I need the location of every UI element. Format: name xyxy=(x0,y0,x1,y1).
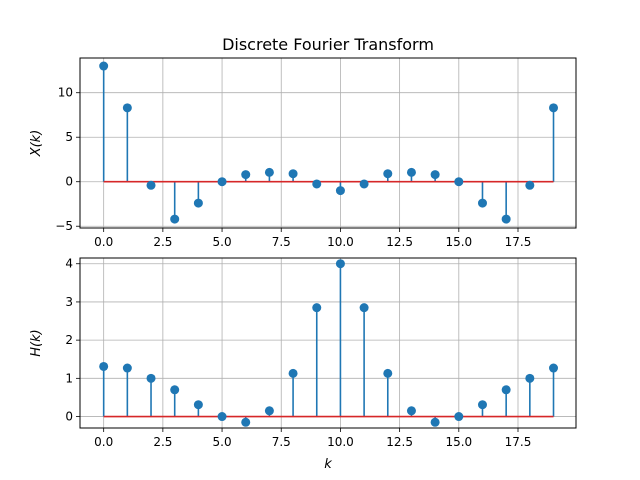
x-tick-label: 2.5 xyxy=(153,235,172,249)
stem-marker xyxy=(383,368,393,378)
stem-marker xyxy=(146,373,156,383)
stem-marker xyxy=(406,167,416,177)
stem-marker xyxy=(454,177,464,187)
stem-marker xyxy=(241,417,251,427)
stem-marker xyxy=(170,214,180,224)
y-tick-label: 1 xyxy=(65,371,73,385)
x-tick-label: 17.5 xyxy=(505,435,532,449)
h-subplot: H(k) k 0.0 2.5 5.0 7.5 10.0 12.5 15.0 17.5 0 1 2 3… xyxy=(29,257,577,472)
x-tick-label: 17.5 xyxy=(505,235,532,249)
stem-marker xyxy=(359,303,369,313)
x-axis-label: k xyxy=(324,457,332,472)
stem-marker xyxy=(193,400,203,410)
stem-marker xyxy=(525,373,535,383)
x-tick-label: 10.0 xyxy=(327,435,354,449)
stem-marker xyxy=(99,61,109,71)
stem-marker xyxy=(430,417,440,427)
stem-marker xyxy=(525,180,535,190)
stem-marker xyxy=(383,169,393,179)
x-tick-label: 2.5 xyxy=(153,435,172,449)
dft-subplot: Discrete Fourier Transform X(k) 0.0 2.5 5.… xyxy=(29,35,577,249)
stem-marker xyxy=(430,170,440,180)
x-tick-label: 10.0 xyxy=(327,235,354,249)
stem-marker xyxy=(193,198,203,208)
stem-marker xyxy=(549,103,559,113)
y-tick-label: 2 xyxy=(65,333,73,347)
x-tick-label: 12.5 xyxy=(386,235,413,249)
stem-marker xyxy=(501,214,511,224)
x-tick-label: 0.0 xyxy=(94,435,113,449)
y-ticks: −5 0 5 10 xyxy=(55,86,80,233)
stem-marker xyxy=(217,177,227,187)
x-ticks: 0.0 2.5 5.0 7.5 10.0 12.5 15.0 17.5 xyxy=(94,228,531,249)
stem-marker xyxy=(288,368,298,378)
x-tick-label: 15.0 xyxy=(445,235,472,249)
x-tick-label: 0.0 xyxy=(94,235,113,249)
y-tick-label: −5 xyxy=(55,219,73,233)
stem-marker xyxy=(312,179,322,189)
y-tick-label: 10 xyxy=(58,86,73,100)
stem-marker xyxy=(122,363,132,373)
chart-title: Discrete Fourier Transform xyxy=(222,35,434,54)
stem-marker xyxy=(99,361,109,371)
stem-marker xyxy=(477,198,487,208)
y-axis-label: X(k) xyxy=(29,130,44,158)
stem-marker xyxy=(335,186,345,196)
stem-marker xyxy=(454,412,464,422)
y-ticks: 0 1 2 3 4 xyxy=(65,257,80,424)
x-tick-label: 15.0 xyxy=(445,435,472,449)
stem-marker xyxy=(217,412,227,422)
y-axis-label: H(k) xyxy=(29,329,44,356)
stem-marker xyxy=(288,169,298,179)
y-tick-label: 0 xyxy=(65,410,73,424)
y-tick-label: 0 xyxy=(65,175,73,189)
x-tick-label: 7.5 xyxy=(272,435,291,449)
stem-marker xyxy=(264,167,274,177)
stem-marker xyxy=(170,385,180,395)
stem-marker xyxy=(359,179,369,189)
stem-marker xyxy=(549,363,559,373)
x-ticks: 0.0 2.5 5.0 7.5 10.0 12.5 15.0 17.5 xyxy=(94,428,531,449)
stem-marker xyxy=(146,180,156,190)
x-tick-label: 5.0 xyxy=(213,235,232,249)
y-tick-label: 4 xyxy=(65,257,73,271)
stems xyxy=(99,259,559,427)
stem-marker xyxy=(264,406,274,416)
y-tick-label: 3 xyxy=(65,295,73,309)
stem-marker xyxy=(477,400,487,410)
stem-marker xyxy=(241,170,251,180)
stem-marker xyxy=(406,406,416,416)
stem-marker xyxy=(312,303,322,313)
y-tick-label: 5 xyxy=(65,130,73,144)
plot-area-frame xyxy=(79,257,577,429)
x-tick-label: 7.5 xyxy=(272,235,291,249)
stem-marker xyxy=(501,385,511,395)
stem-marker xyxy=(122,103,132,113)
stem-marker xyxy=(335,259,345,269)
x-tick-label: 12.5 xyxy=(386,435,413,449)
stems xyxy=(99,61,559,224)
x-tick-label: 5.0 xyxy=(213,435,232,449)
plot-area-frame xyxy=(79,57,577,229)
